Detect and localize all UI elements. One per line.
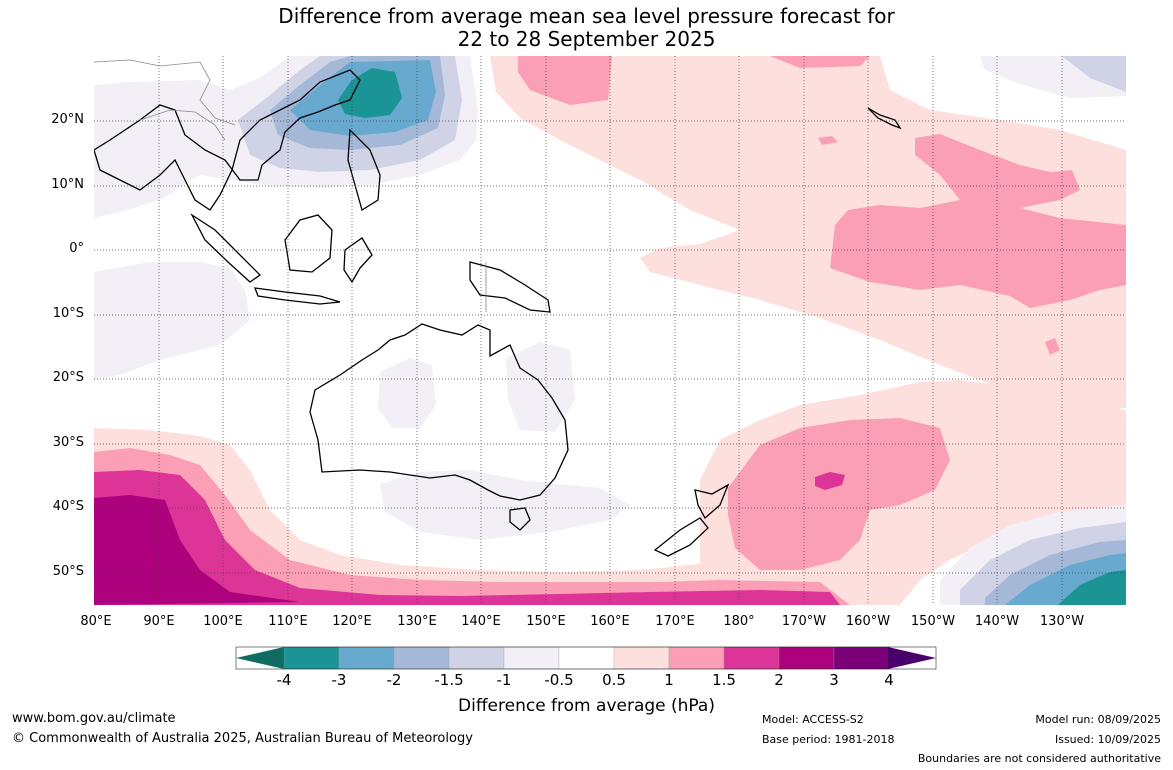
sulawesi-coastline bbox=[343, 237, 373, 284]
website-link[interactable]: www.bom.gov.au/climate bbox=[12, 711, 176, 726]
lon-label: 100°E bbox=[203, 614, 243, 629]
copyright-text: © Commonwealth of Australia 2025, Austra… bbox=[12, 731, 473, 746]
lon-label: 150°W bbox=[910, 614, 956, 629]
colorbar-tick-label: 3 bbox=[829, 671, 839, 689]
colorbar-swatch bbox=[448, 646, 505, 670]
new-zealand-north-coastline bbox=[694, 483, 730, 520]
colorbar-swatch bbox=[283, 646, 340, 670]
hawaii-coastline bbox=[867, 107, 902, 130]
map-title-line2: 22 to 28 September 2025 bbox=[457, 27, 716, 51]
anomaly-region-negative-se-5 bbox=[1058, 570, 1126, 605]
colorbar-tick-label: -3 bbox=[331, 671, 347, 689]
colorbar-swatches bbox=[283, 646, 890, 670]
base-period-text: Base period: 1981-2018 bbox=[762, 733, 895, 746]
colorbar-tick-label: 4 bbox=[884, 671, 894, 689]
colorbar-tick-label: 0.5 bbox=[602, 671, 626, 689]
lon-label: 150°E bbox=[526, 614, 566, 629]
model-run-text: Model run: 08/09/2025 bbox=[1035, 713, 1161, 726]
lat-label: 30°S bbox=[52, 435, 84, 450]
colorbar-max-arrow bbox=[888, 647, 936, 669]
anomaly-region-positive-sw-4 bbox=[94, 495, 300, 605]
graticule bbox=[94, 56, 1126, 605]
anomaly-region-weak-bight bbox=[380, 470, 630, 540]
java-coastline bbox=[254, 287, 341, 305]
lat-label: 0° bbox=[69, 241, 84, 256]
colorbar-swatch bbox=[503, 646, 560, 670]
colorbar-tick-label: 1 bbox=[664, 671, 674, 689]
anomaly-region-weak-coral bbox=[506, 342, 575, 432]
colorbar-tick-label: -0.5 bbox=[544, 671, 574, 689]
anomaly-region-positive-small bbox=[818, 136, 838, 145]
tasmania-coastline bbox=[509, 507, 531, 531]
colorbar-swatch bbox=[778, 646, 835, 670]
colorbar-tick-label: -4 bbox=[276, 671, 292, 689]
colorbar-tick-label: -2 bbox=[386, 671, 402, 689]
lat-label: 40°S bbox=[52, 499, 84, 514]
colorbar-swatch bbox=[723, 646, 780, 670]
coastlines bbox=[94, 69, 902, 557]
lon-label: 160°E bbox=[590, 614, 630, 629]
land-borders bbox=[94, 59, 487, 312]
lon-label: 90°E bbox=[143, 614, 175, 629]
model-text: Model: ACCESS-S2 bbox=[762, 713, 864, 726]
disclaimer-text: Boundaries are not considered authoritat… bbox=[917, 752, 1161, 765]
anomaly-field bbox=[94, 56, 1126, 605]
anomaly-region-weak-indian bbox=[94, 262, 250, 380]
lon-label: 160°W bbox=[845, 614, 891, 629]
new-guinea-coastline bbox=[469, 261, 551, 313]
anomaly-region-weak-pacific-ne-2 bbox=[1062, 56, 1126, 92]
lon-label: 170°E bbox=[655, 614, 695, 629]
philippines-coastline bbox=[347, 128, 381, 212]
lon-label: 130°E bbox=[397, 614, 437, 629]
lat-label: 10°N bbox=[51, 177, 84, 192]
colorbar-outline bbox=[235, 646, 937, 670]
colorbar-swatch bbox=[668, 646, 725, 670]
anomaly-region-positive-small-2 bbox=[1045, 338, 1060, 355]
anomaly-region-positive-pacific bbox=[490, 56, 1126, 410]
anomaly-region-positive-south-3 bbox=[815, 472, 845, 490]
colorbar-swatch bbox=[613, 646, 670, 670]
anomaly-region-positive-pacific-2 bbox=[518, 56, 612, 105]
lat-label: 20°S bbox=[52, 370, 84, 385]
colorbar-swatch bbox=[338, 646, 395, 670]
colorbar-min-arrow bbox=[236, 647, 284, 669]
anomaly-region-positive-south-2 bbox=[728, 418, 950, 570]
lon-label: 110°E bbox=[268, 614, 308, 629]
colorbar-swatch bbox=[393, 646, 450, 670]
anomaly-region-negative-north-5 bbox=[338, 68, 402, 118]
map-title-line1: Difference from average mean sea level p… bbox=[278, 4, 895, 28]
lat-label: 50°S bbox=[52, 564, 84, 579]
anomaly-region-positive-pacific-4 bbox=[830, 134, 1126, 308]
colorbar-title: Difference from average (hPa) bbox=[458, 696, 715, 716]
sumatra-coastline bbox=[190, 213, 262, 283]
lon-label: 170°W bbox=[781, 614, 827, 629]
lon-label: 140°W bbox=[974, 614, 1020, 629]
anomaly-region-positive-sw-2 bbox=[94, 448, 850, 605]
lon-label: 140°E bbox=[461, 614, 501, 629]
colorbar-tick-label: 2 bbox=[774, 671, 784, 689]
colorbar-swatch bbox=[833, 646, 890, 670]
colorbar-tick-label: -1.5 bbox=[434, 671, 464, 689]
issued-text: Issued: 10/09/2025 bbox=[1054, 733, 1161, 746]
lat-label: 10°S bbox=[52, 306, 84, 321]
new-zealand-south-coastline bbox=[653, 517, 709, 557]
lon-label: 180° bbox=[723, 614, 755, 629]
australia-coastline bbox=[309, 323, 569, 501]
anomaly-region-positive-pacific-3 bbox=[770, 56, 870, 68]
lat-label: 20°N bbox=[51, 112, 84, 127]
lon-label: 120°E bbox=[332, 614, 372, 629]
lon-label: 80°E bbox=[80, 614, 112, 629]
colorbar-swatch bbox=[558, 646, 615, 670]
se-asia-coastline bbox=[94, 69, 361, 211]
lon-label: 130°W bbox=[1039, 614, 1085, 629]
borneo-coastline bbox=[284, 214, 333, 273]
colorbar bbox=[235, 646, 937, 670]
anomaly-region-weak-australia bbox=[378, 358, 436, 428]
colorbar-tick-label: 1.5 bbox=[712, 671, 736, 689]
colorbar-tick-label: -1 bbox=[496, 671, 512, 689]
